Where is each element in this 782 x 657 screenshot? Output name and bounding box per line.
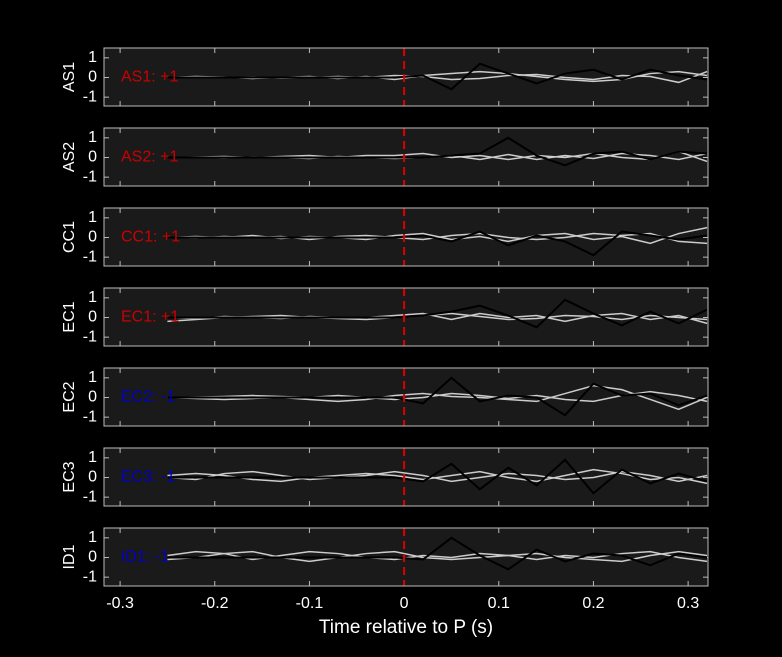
y-tick-label: 0 (88, 309, 97, 326)
annotation: EC3: -1 (121, 469, 175, 486)
plot-frame (103, 527, 709, 587)
y-tick-label: 0 (88, 229, 97, 246)
y-tick-label: 0 (88, 149, 97, 166)
x-tick-label: 0 (400, 595, 409, 612)
y-tick-label: -1 (83, 248, 97, 265)
x-tick-label: 0.1 (488, 595, 510, 612)
y-tick-label: -1 (83, 408, 97, 425)
y-axis-label: EC2 (61, 381, 78, 412)
trace (167, 536, 708, 571)
y-tick-label: 1 (88, 369, 97, 386)
annotation: AS1: +1 (121, 69, 178, 86)
plot-frame (103, 127, 709, 187)
y-tick-label: 0 (88, 389, 97, 406)
plot-frame (103, 367, 709, 427)
y-axis-label: AS1 (61, 62, 78, 92)
trace (167, 226, 708, 245)
y-axis-label: AS2 (61, 142, 78, 172)
plot-frame (103, 47, 709, 107)
annotation: AS2: +1 (121, 149, 178, 166)
x-tick-label: -0.3 (106, 595, 134, 612)
y-tick-label: 0 (88, 469, 97, 486)
trace (167, 62, 708, 91)
trace (167, 230, 708, 257)
y-tick-label: 1 (88, 289, 97, 306)
trace (167, 136, 708, 167)
plot-frame (103, 207, 709, 267)
plot-frame (103, 447, 709, 507)
x-tick-label: 0.2 (582, 595, 604, 612)
annotation: ID1: -1 (121, 549, 169, 566)
y-tick-label: 1 (88, 49, 97, 66)
trace (167, 298, 708, 329)
y-tick-label: 1 (88, 449, 97, 466)
y-tick-label: -1 (83, 488, 97, 505)
trace (167, 550, 708, 563)
y-tick-label: 1 (88, 209, 97, 226)
x-tick-label: -0.2 (201, 595, 229, 612)
y-tick-label: 1 (88, 129, 97, 146)
x-tick-label: 0.3 (677, 595, 699, 612)
annotation: EC2: -1 (121, 389, 175, 406)
annotation: EC1: +1 (121, 309, 179, 326)
y-tick-label: -1 (83, 168, 97, 185)
x-axis-label: Time relative to P (s) (319, 617, 493, 638)
x-tick-label: -0.1 (296, 595, 324, 612)
annotation: CC1: +1 (121, 229, 180, 246)
plot-frame (103, 287, 709, 347)
y-tick-label: 0 (88, 69, 97, 86)
y-axis-label: EC1 (61, 301, 78, 332)
y-tick-label: 1 (88, 529, 97, 546)
y-axis-label: ID1 (61, 544, 78, 569)
y-tick-label: -1 (83, 568, 97, 585)
y-axis-label: EC3 (61, 461, 78, 492)
trace (167, 390, 708, 403)
y-axis-label: CC1 (61, 221, 78, 253)
trace (167, 458, 708, 495)
y-tick-label: -1 (83, 88, 97, 105)
y-tick-label: -1 (83, 328, 97, 345)
y-tick-label: 0 (88, 549, 97, 566)
trace (167, 376, 708, 417)
